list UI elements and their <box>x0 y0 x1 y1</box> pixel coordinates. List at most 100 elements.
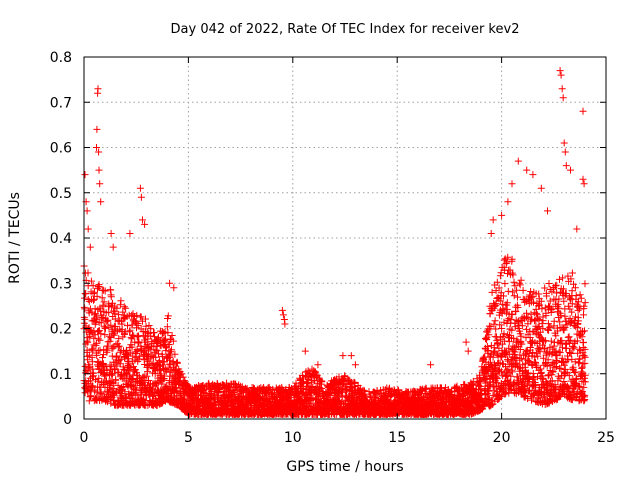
data-point <box>504 365 512 373</box>
data-point <box>147 332 155 340</box>
data-point <box>83 346 91 354</box>
data-point <box>534 373 541 381</box>
data-point <box>169 337 177 345</box>
data-point <box>109 299 116 307</box>
data-point <box>509 271 517 279</box>
data-point <box>491 360 498 368</box>
data-point <box>573 225 581 233</box>
data-point <box>567 350 575 357</box>
data-point <box>572 292 580 300</box>
data-point <box>117 297 125 305</box>
data-point <box>518 340 526 348</box>
data-point <box>581 371 589 379</box>
data-point <box>563 321 571 329</box>
data-point <box>263 389 271 397</box>
data-point <box>576 291 584 299</box>
data-point <box>567 275 575 283</box>
data-point <box>503 305 511 313</box>
data-point <box>551 388 559 396</box>
data-point <box>518 322 526 330</box>
data-point <box>507 315 515 323</box>
data-point <box>152 346 160 354</box>
data-point <box>105 332 113 340</box>
data-point <box>545 280 553 287</box>
data-point <box>347 352 355 360</box>
data-point <box>97 198 105 206</box>
data-point <box>534 352 542 360</box>
data-point <box>562 162 570 170</box>
data-point <box>544 207 551 215</box>
data-point <box>142 322 150 330</box>
data-point <box>543 362 551 370</box>
data-point <box>166 352 174 360</box>
data-point <box>510 278 518 286</box>
data-point <box>581 280 589 288</box>
data-point <box>94 85 102 93</box>
data-point <box>96 346 104 354</box>
data-point <box>560 297 568 305</box>
data-point <box>178 370 186 378</box>
data-point <box>135 338 143 346</box>
data-point <box>552 347 560 355</box>
y-tick-label: 0.3 <box>50 276 72 292</box>
data-point <box>496 392 504 400</box>
data-point <box>557 365 565 373</box>
data-point <box>508 326 516 334</box>
data-point <box>87 277 95 285</box>
data-point <box>576 383 584 391</box>
data-point <box>101 287 109 295</box>
data-point <box>95 374 103 382</box>
data-point <box>158 380 166 388</box>
data-point <box>493 375 501 383</box>
data-point <box>366 392 374 400</box>
data-point <box>555 304 563 312</box>
data-point <box>576 355 584 363</box>
data-point <box>530 298 537 306</box>
data-point <box>511 389 519 397</box>
data-point <box>137 193 145 201</box>
data-point <box>508 255 516 263</box>
data-point <box>497 368 505 376</box>
data-point <box>517 332 525 340</box>
data-point <box>394 386 402 394</box>
data-point <box>155 350 162 358</box>
data-point <box>537 297 545 305</box>
data-point <box>148 352 156 360</box>
data-point <box>547 337 555 345</box>
data-point <box>549 367 557 375</box>
data-point <box>536 328 544 336</box>
data-point <box>515 363 523 371</box>
data-point <box>145 322 153 329</box>
data-point <box>515 279 523 287</box>
chart-title: Day 042 of 2022, Rate Of TEC Index for r… <box>171 22 520 37</box>
data-point <box>129 394 137 402</box>
data-point <box>491 317 499 325</box>
y-tick-label: 0.5 <box>50 186 72 202</box>
data-point <box>136 184 144 192</box>
data-point <box>484 347 492 354</box>
data-point <box>517 317 525 325</box>
data-point <box>311 368 319 376</box>
data-point <box>577 294 585 302</box>
data-point <box>516 346 524 353</box>
data-point <box>90 296 97 304</box>
data-point <box>546 297 554 305</box>
data-point <box>529 348 537 356</box>
data-point <box>503 258 511 266</box>
data-point <box>124 322 131 330</box>
data-point <box>536 348 544 356</box>
data-point <box>581 359 589 367</box>
data-point <box>498 353 506 360</box>
y-tick-label: 0.2 <box>50 322 72 338</box>
data-point <box>151 370 159 378</box>
data-point <box>427 361 435 369</box>
data-point <box>94 377 102 385</box>
data-point <box>469 377 477 385</box>
y-axis-label: ROTI / TECUs <box>7 192 23 284</box>
data-point <box>84 356 92 364</box>
data-point <box>541 284 549 292</box>
data-point <box>523 313 530 321</box>
data-point <box>137 313 145 321</box>
data-point <box>109 370 116 378</box>
